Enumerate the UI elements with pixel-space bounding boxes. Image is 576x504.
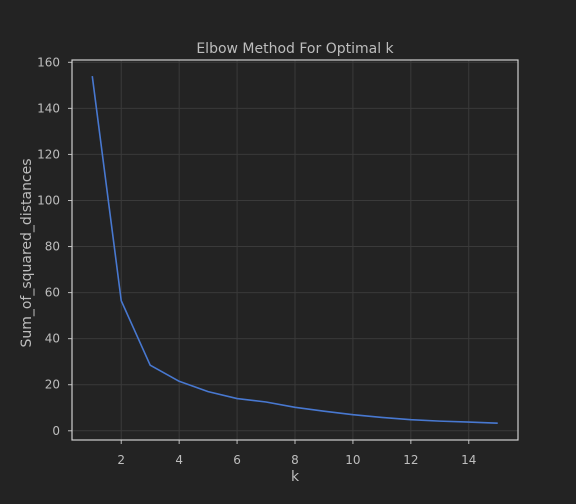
x-tick-label: 12	[403, 453, 418, 467]
y-tick-label: 60	[45, 286, 60, 300]
y-tick-label: 20	[45, 378, 60, 392]
x-tick-label: 10	[345, 453, 360, 467]
x-tick-label: 4	[175, 453, 183, 467]
y-axis-label: Sum_of_squared_distances	[19, 158, 35, 347]
plot-frame	[71, 59, 519, 441]
grid-layer	[72, 60, 518, 440]
x-tick-label: 2	[117, 453, 125, 467]
y-tick-label: 80	[45, 240, 60, 254]
series-layer	[91, 76, 498, 424]
y-tick-label: 140	[37, 101, 60, 115]
x-tick-label: 8	[291, 453, 299, 467]
y-tick-label: 100	[37, 193, 60, 207]
x-tick-label: 14	[461, 453, 476, 467]
y-tick-label: 0	[52, 424, 60, 438]
y-tick-label: 120	[37, 147, 60, 161]
y-tick-label: 40	[45, 332, 60, 346]
y-tick-label: 160	[37, 55, 60, 69]
x-tick-label: 6	[233, 453, 241, 467]
chart-title: Elbow Method For Optimal k	[196, 41, 394, 57]
x-axis-label: k	[291, 469, 300, 485]
